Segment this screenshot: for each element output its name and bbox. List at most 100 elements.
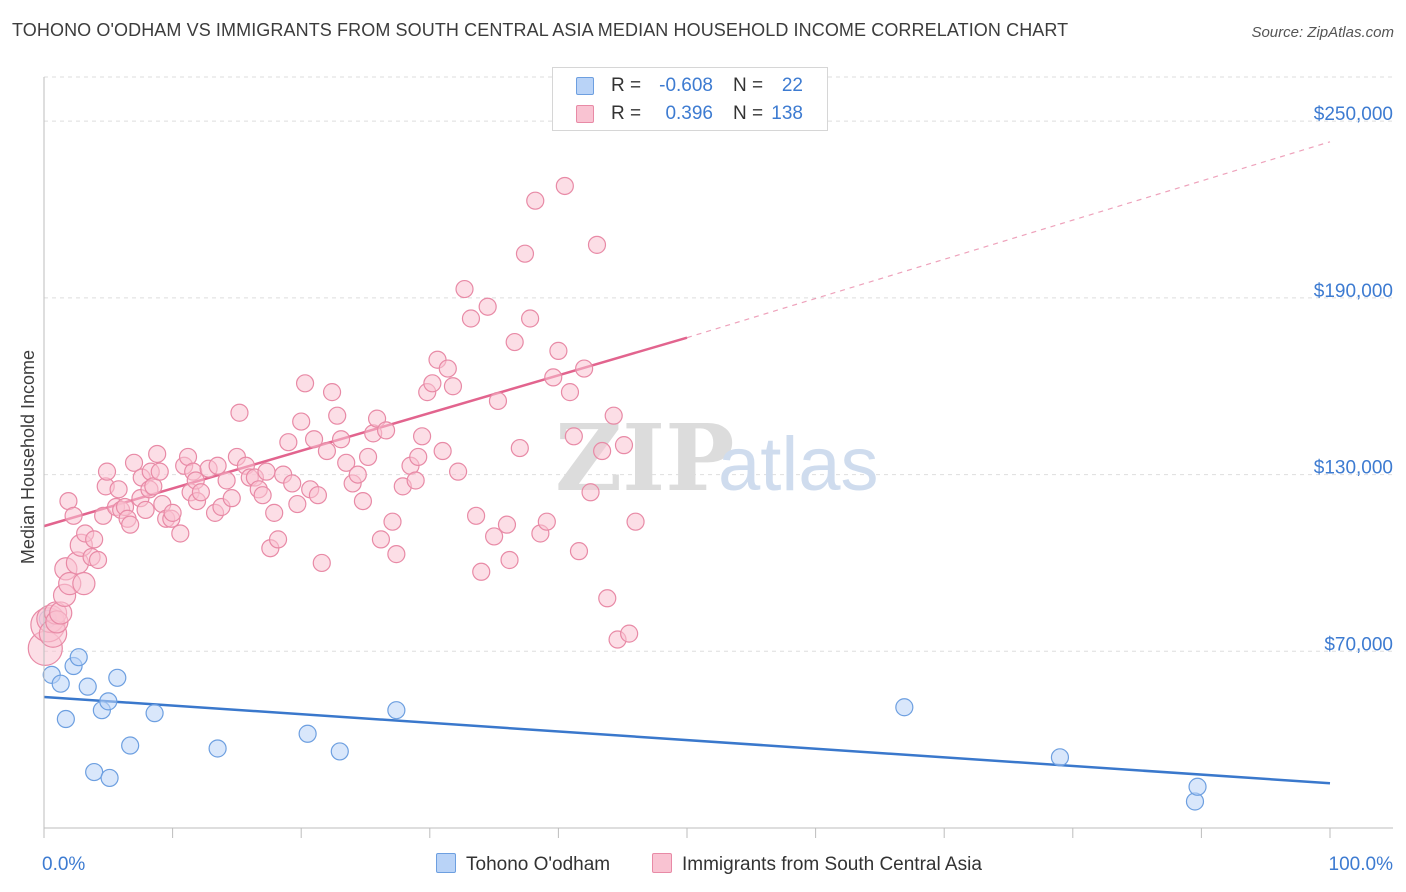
point-south-central-asia (85, 530, 104, 549)
point-south-central-asia (304, 430, 324, 449)
point-south-central-asia (510, 438, 529, 458)
point-south-central-asia (620, 624, 639, 643)
point-south-central-asia (331, 430, 351, 449)
watermark-atlas: atlas (718, 422, 879, 507)
point-tohono (1050, 748, 1070, 767)
chart-title: TOHONO O'ODHAM VS IMMIGRANTS FROM SOUTH … (12, 20, 1069, 40)
point-south-central-asia (308, 486, 328, 505)
point-south-central-asia (581, 483, 600, 502)
point-south-central-asia (593, 441, 612, 461)
y-tick-label: $250,000 (1314, 104, 1393, 125)
point-south-central-asia (406, 471, 425, 490)
point-tohono (145, 704, 164, 723)
point-south-central-asia (163, 503, 182, 522)
point-south-central-asia (279, 433, 298, 452)
point-tohono (121, 736, 140, 755)
point-south-central-asia (358, 447, 378, 467)
point-south-central-asia (569, 542, 589, 561)
y-axis-label: Median Household Income (18, 350, 38, 564)
point-south-central-asia (564, 427, 583, 446)
watermark-zip: ZIP (555, 404, 734, 512)
point-south-central-asia (371, 530, 391, 549)
legend-row-south-central-asia: R = 0.396 N = 138 (553, 100, 827, 128)
point-south-central-asia (544, 368, 563, 387)
point-tohono (1185, 792, 1205, 811)
point-tohono (330, 742, 349, 761)
point-south-central-asia (257, 462, 276, 481)
point-south-central-asia (409, 447, 428, 467)
point-south-central-asia (555, 176, 574, 196)
point-south-central-asia (317, 441, 337, 461)
point-south-central-asia (328, 406, 347, 425)
point-tohono (56, 709, 75, 729)
point-south-central-asia (121, 515, 140, 534)
point-south-central-asia (497, 515, 517, 534)
point-south-central-asia (488, 391, 508, 411)
point-south-central-asia (412, 427, 432, 446)
point-south-central-asia (438, 359, 457, 378)
point-south-central-asia (461, 309, 481, 328)
y-tick-label: $190,000 (1314, 281, 1393, 302)
point-south-central-asia (94, 506, 113, 525)
legend-r-label: R = (611, 103, 642, 124)
point-south-central-asia (88, 550, 108, 570)
point-south-central-asia (208, 456, 227, 475)
point-south-central-asia (448, 462, 468, 481)
point-tohono (208, 739, 227, 758)
point-south-central-asia (150, 462, 169, 481)
source-label: Source: ZipAtlas.com (1251, 24, 1394, 41)
legend-r-value: -0.608 (659, 75, 713, 96)
point-south-central-asia (97, 462, 117, 481)
point-south-central-asia (253, 486, 272, 505)
point-tohono (78, 677, 97, 696)
trend-line-tohono (43, 695, 1331, 785)
point-south-central-asia (466, 506, 486, 525)
legend-swatch-pink (652, 853, 672, 873)
point-tohono (298, 724, 317, 743)
point-south-central-asia (383, 512, 402, 531)
y-tick-label: $130,000 (1314, 458, 1393, 479)
legend-swatch-pink (576, 105, 594, 123)
point-tohono (100, 768, 119, 788)
point-south-central-asia (72, 571, 96, 596)
point-south-central-asia (537, 512, 556, 531)
point-tohono (69, 648, 88, 667)
point-south-central-asia (64, 506, 83, 525)
point-south-central-asia (171, 524, 190, 543)
series-legend: Tohono O'odham Immigrants from South Cen… (0, 851, 1406, 879)
point-south-central-asia (505, 332, 524, 352)
legend-item-tohono: Tohono O'odham (436, 853, 610, 876)
point-south-central-asia (230, 403, 249, 422)
point-south-central-asia (549, 341, 568, 360)
point-tohono (387, 701, 406, 720)
point-south-central-asia (283, 474, 302, 493)
point-south-central-asia (292, 412, 311, 431)
legend-n-label: N = (733, 75, 764, 96)
point-tohono (1188, 777, 1207, 796)
point-south-central-asia (526, 191, 545, 210)
point-south-central-asia (376, 421, 396, 440)
point-south-central-asia (614, 436, 634, 455)
point-south-central-asia (265, 503, 284, 522)
x-tick-label: 100.0% (1329, 854, 1394, 875)
point-south-central-asia (485, 527, 504, 546)
point-south-central-asia (478, 297, 497, 316)
point-south-central-asia (109, 480, 128, 499)
point-south-central-asia (423, 374, 442, 393)
point-south-central-asia (500, 550, 519, 570)
point-south-central-asia (148, 444, 167, 464)
point-south-central-asia (136, 500, 155, 520)
point-south-central-asia (222, 489, 241, 508)
point-tohono (85, 762, 104, 782)
y-tick-label: $70,000 (1324, 634, 1393, 655)
point-south-central-asia (560, 383, 580, 402)
legend-swatch-blue (436, 853, 456, 873)
point-south-central-asia (455, 279, 474, 299)
point-south-central-asia (322, 383, 342, 402)
point-south-central-asia (387, 545, 406, 564)
legend-n-label: N = (733, 103, 764, 124)
legend-swatch-blue (576, 77, 594, 95)
point-south-central-asia (443, 377, 463, 396)
point-south-central-asia (472, 562, 491, 581)
